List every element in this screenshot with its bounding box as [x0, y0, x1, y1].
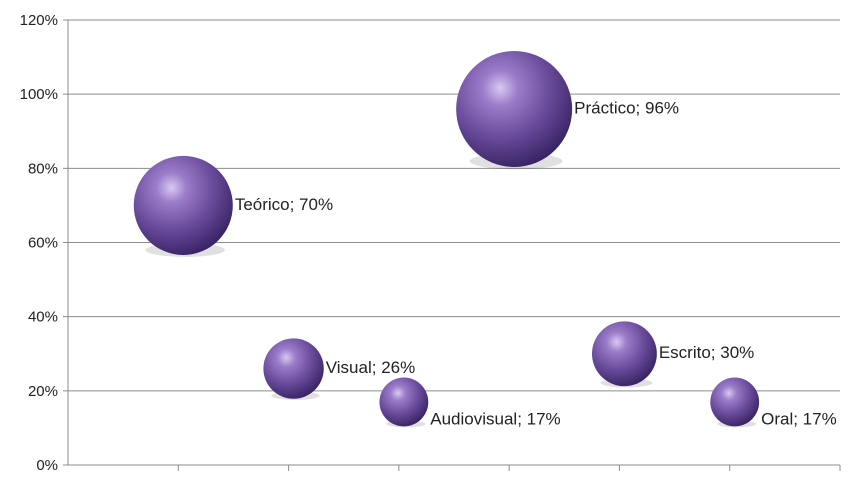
data-labels: Teórico; 70% Visual; 26% Audiovisual; 17% P… — [235, 98, 837, 428]
y-tick-label: 60% — [28, 235, 58, 252]
y-tick-label: 80% — [28, 160, 58, 177]
y-tick-label: 120% — [20, 12, 58, 29]
bubble — [133, 155, 233, 255]
data-label: Teórico; 70% — [235, 195, 333, 214]
bubbles — [133, 51, 760, 428]
axes: 0% 20% 40% 60% 80% 100% 120% — [20, 12, 841, 474]
data-label: Práctico; 96% — [574, 98, 679, 117]
bubble — [592, 321, 657, 387]
y-tick-label: 20% — [28, 383, 58, 400]
bubble — [379, 377, 429, 427]
data-label: Audiovisual; 17% — [430, 409, 560, 428]
bubble — [263, 338, 324, 399]
data-label: Visual; 26% — [326, 358, 415, 377]
y-tick-label: 0% — [36, 457, 58, 474]
y-tick-label: 40% — [28, 309, 58, 326]
data-label: Oral; 17% — [761, 409, 837, 428]
bubble — [710, 377, 760, 427]
y-tick-label: 100% — [20, 86, 58, 103]
data-label: Escrito; 30% — [659, 343, 754, 362]
bubble — [456, 51, 573, 167]
